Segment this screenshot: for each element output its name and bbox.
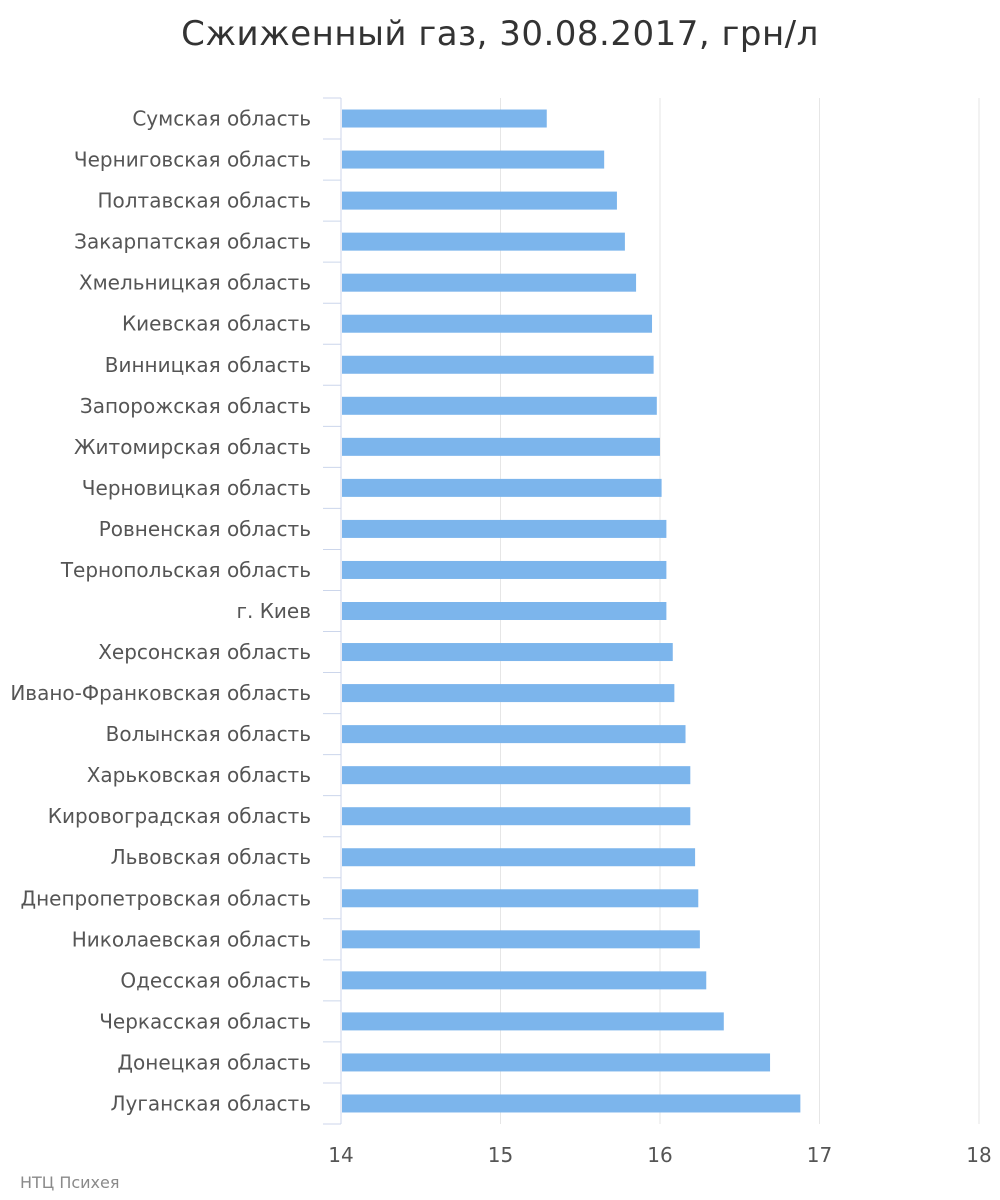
bar <box>342 560 667 579</box>
x-tick-label: 18 <box>966 1143 991 1167</box>
bar <box>342 848 696 867</box>
category-label: Полтавская область <box>97 189 311 213</box>
category-label: Луганская область <box>111 1091 311 1115</box>
category-label: Черкасская область <box>99 1009 311 1033</box>
bar <box>342 109 547 128</box>
bar <box>342 725 686 744</box>
bar <box>342 150 605 169</box>
category-label: Ивано-Франковская область <box>10 681 311 705</box>
x-tick-label: 15 <box>488 1143 513 1167</box>
bar <box>342 971 707 990</box>
bar <box>342 766 691 785</box>
bar <box>342 355 654 374</box>
category-label: Черновицкая область <box>82 476 311 500</box>
category-label: Донецкая область <box>117 1050 311 1074</box>
category-label: Львовская область <box>111 845 311 869</box>
bar <box>342 478 662 497</box>
category-label: Харьковская область <box>87 763 311 787</box>
category-label: Киевская область <box>122 312 311 336</box>
bar <box>342 396 657 415</box>
category-label: Винницкая область <box>105 353 311 377</box>
bar <box>342 930 700 949</box>
category-label: Запорожская область <box>80 394 311 418</box>
bar <box>342 684 675 703</box>
bar <box>342 643 673 662</box>
category-label: Днепропетровская область <box>20 886 311 910</box>
bar <box>342 191 617 210</box>
x-tick-label: 14 <box>328 1143 353 1167</box>
bar <box>342 1012 724 1031</box>
category-label: Черниговская область <box>74 148 311 172</box>
bar <box>342 519 667 538</box>
bar <box>342 273 637 292</box>
category-label: Тернопольская область <box>60 558 311 582</box>
bars <box>342 109 801 1113</box>
x-tick-label: 17 <box>807 1143 832 1167</box>
bar <box>342 314 653 333</box>
category-label: Закарпатская область <box>74 230 311 254</box>
category-label: Одесская область <box>120 968 311 992</box>
category-label: Сумская область <box>132 107 311 131</box>
credit-text: НТЦ Психея <box>20 1173 120 1192</box>
bar <box>342 807 691 826</box>
bar <box>342 889 699 908</box>
bar <box>342 437 660 456</box>
bar <box>342 1094 801 1113</box>
category-labels: Сумская область Черниговская область Полта… <box>10 107 311 1116</box>
category-label: Ровненская область <box>99 517 311 541</box>
category-label: Херсонская область <box>98 640 311 664</box>
category-label: Волынская область <box>106 722 311 746</box>
category-label: Житомирская область <box>74 435 311 459</box>
bar <box>342 602 667 620</box>
category-label: Кировоградская область <box>48 804 311 828</box>
bar <box>342 232 625 251</box>
category-label: Николаевская область <box>72 927 311 951</box>
bar <box>342 1053 771 1072</box>
category-label: г. Киев <box>236 599 311 623</box>
x-tick-labels: 14 15 16 17 18 <box>328 1143 991 1167</box>
category-label: Хмельницкая область <box>79 271 311 295</box>
chart-title: Сжиженный газ, 30.08.2017, грн/л <box>181 14 819 54</box>
x-tick-label: 16 <box>647 1143 672 1167</box>
y-axis <box>323 97 342 1125</box>
